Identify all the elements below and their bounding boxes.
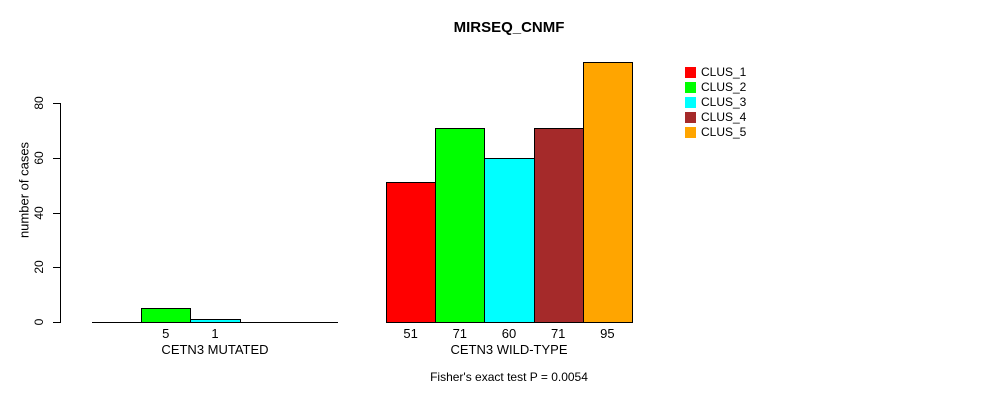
legend-label-clus_1: CLUS_1: [701, 65, 747, 79]
bar-clus_3: [484, 157, 535, 323]
chart-title: MIRSEQ_CNMF: [453, 19, 565, 36]
fisher-test-annotation: Fisher's exact test P = 0.0054: [430, 370, 588, 384]
legend-label-clus_2: CLUS_2: [701, 80, 747, 94]
y-axis-tick-label: 40: [32, 205, 46, 220]
legend: CLUS_1 CLUS_2 CLUS_3 CLUS_4 CLUS_5: [685, 66, 746, 138]
bar-clus_2: [141, 308, 192, 323]
legend-swatch-clus_1: [685, 66, 696, 78]
legend-swatch-clus_5: [685, 126, 696, 138]
y-axis-tick-label: 80: [32, 96, 46, 110]
legend-swatch-clus_3: [685, 96, 696, 108]
bar-value-label: 71: [452, 326, 468, 341]
legend-item-clus_3: CLUS_3: [685, 96, 746, 108]
y-axis-tick-label: 20: [32, 260, 46, 274]
bar-value-label: 60: [501, 326, 517, 341]
legend-item-clus_2: CLUS_2: [685, 81, 746, 93]
y-axis-tick: [53, 212, 60, 214]
y-axis-tick: [53, 267, 60, 269]
bar-clus_1: [386, 182, 437, 323]
bar-value-label: 95: [600, 326, 615, 341]
legend-item-clus_5: CLUS_5: [685, 126, 746, 138]
y-axis-tick: [53, 157, 60, 159]
legend-label-clus_5: CLUS_5: [701, 125, 747, 139]
y-axis-tick-label: 0: [32, 318, 46, 326]
y-axis-label: number of cases: [16, 141, 32, 239]
legend-item-clus_1: CLUS_1: [685, 66, 746, 78]
y-axis-tick-label: 60: [32, 151, 46, 165]
bar-clus_2: [435, 127, 486, 323]
bar-value-label: 5: [162, 326, 170, 341]
y-axis-tick: [53, 322, 60, 323]
legend-item-clus_4: CLUS_4: [685, 111, 746, 123]
bar-value-label: 51: [403, 326, 418, 341]
bar-value-label: 1: [211, 326, 219, 341]
y-axis-tick: [53, 103, 60, 104]
bar-clus_3: [190, 319, 241, 323]
y-axis-line: [60, 103, 61, 323]
group-label-cetn3-wild-type: CETN3 WILD-TYPE: [450, 342, 568, 357]
legend-swatch-clus_4: [685, 111, 696, 123]
bar-value-label: 71: [550, 326, 566, 341]
legend-label-clus_3: CLUS_3: [701, 95, 747, 109]
bar-clus_4: [533, 127, 584, 323]
group-label-cetn3-mutated: CETN3 MUTATED: [161, 342, 269, 357]
legend-swatch-clus_2: [685, 81, 696, 93]
legend-label-clus_4: CLUS_4: [701, 110, 747, 124]
bar-clus_5: [582, 61, 633, 323]
